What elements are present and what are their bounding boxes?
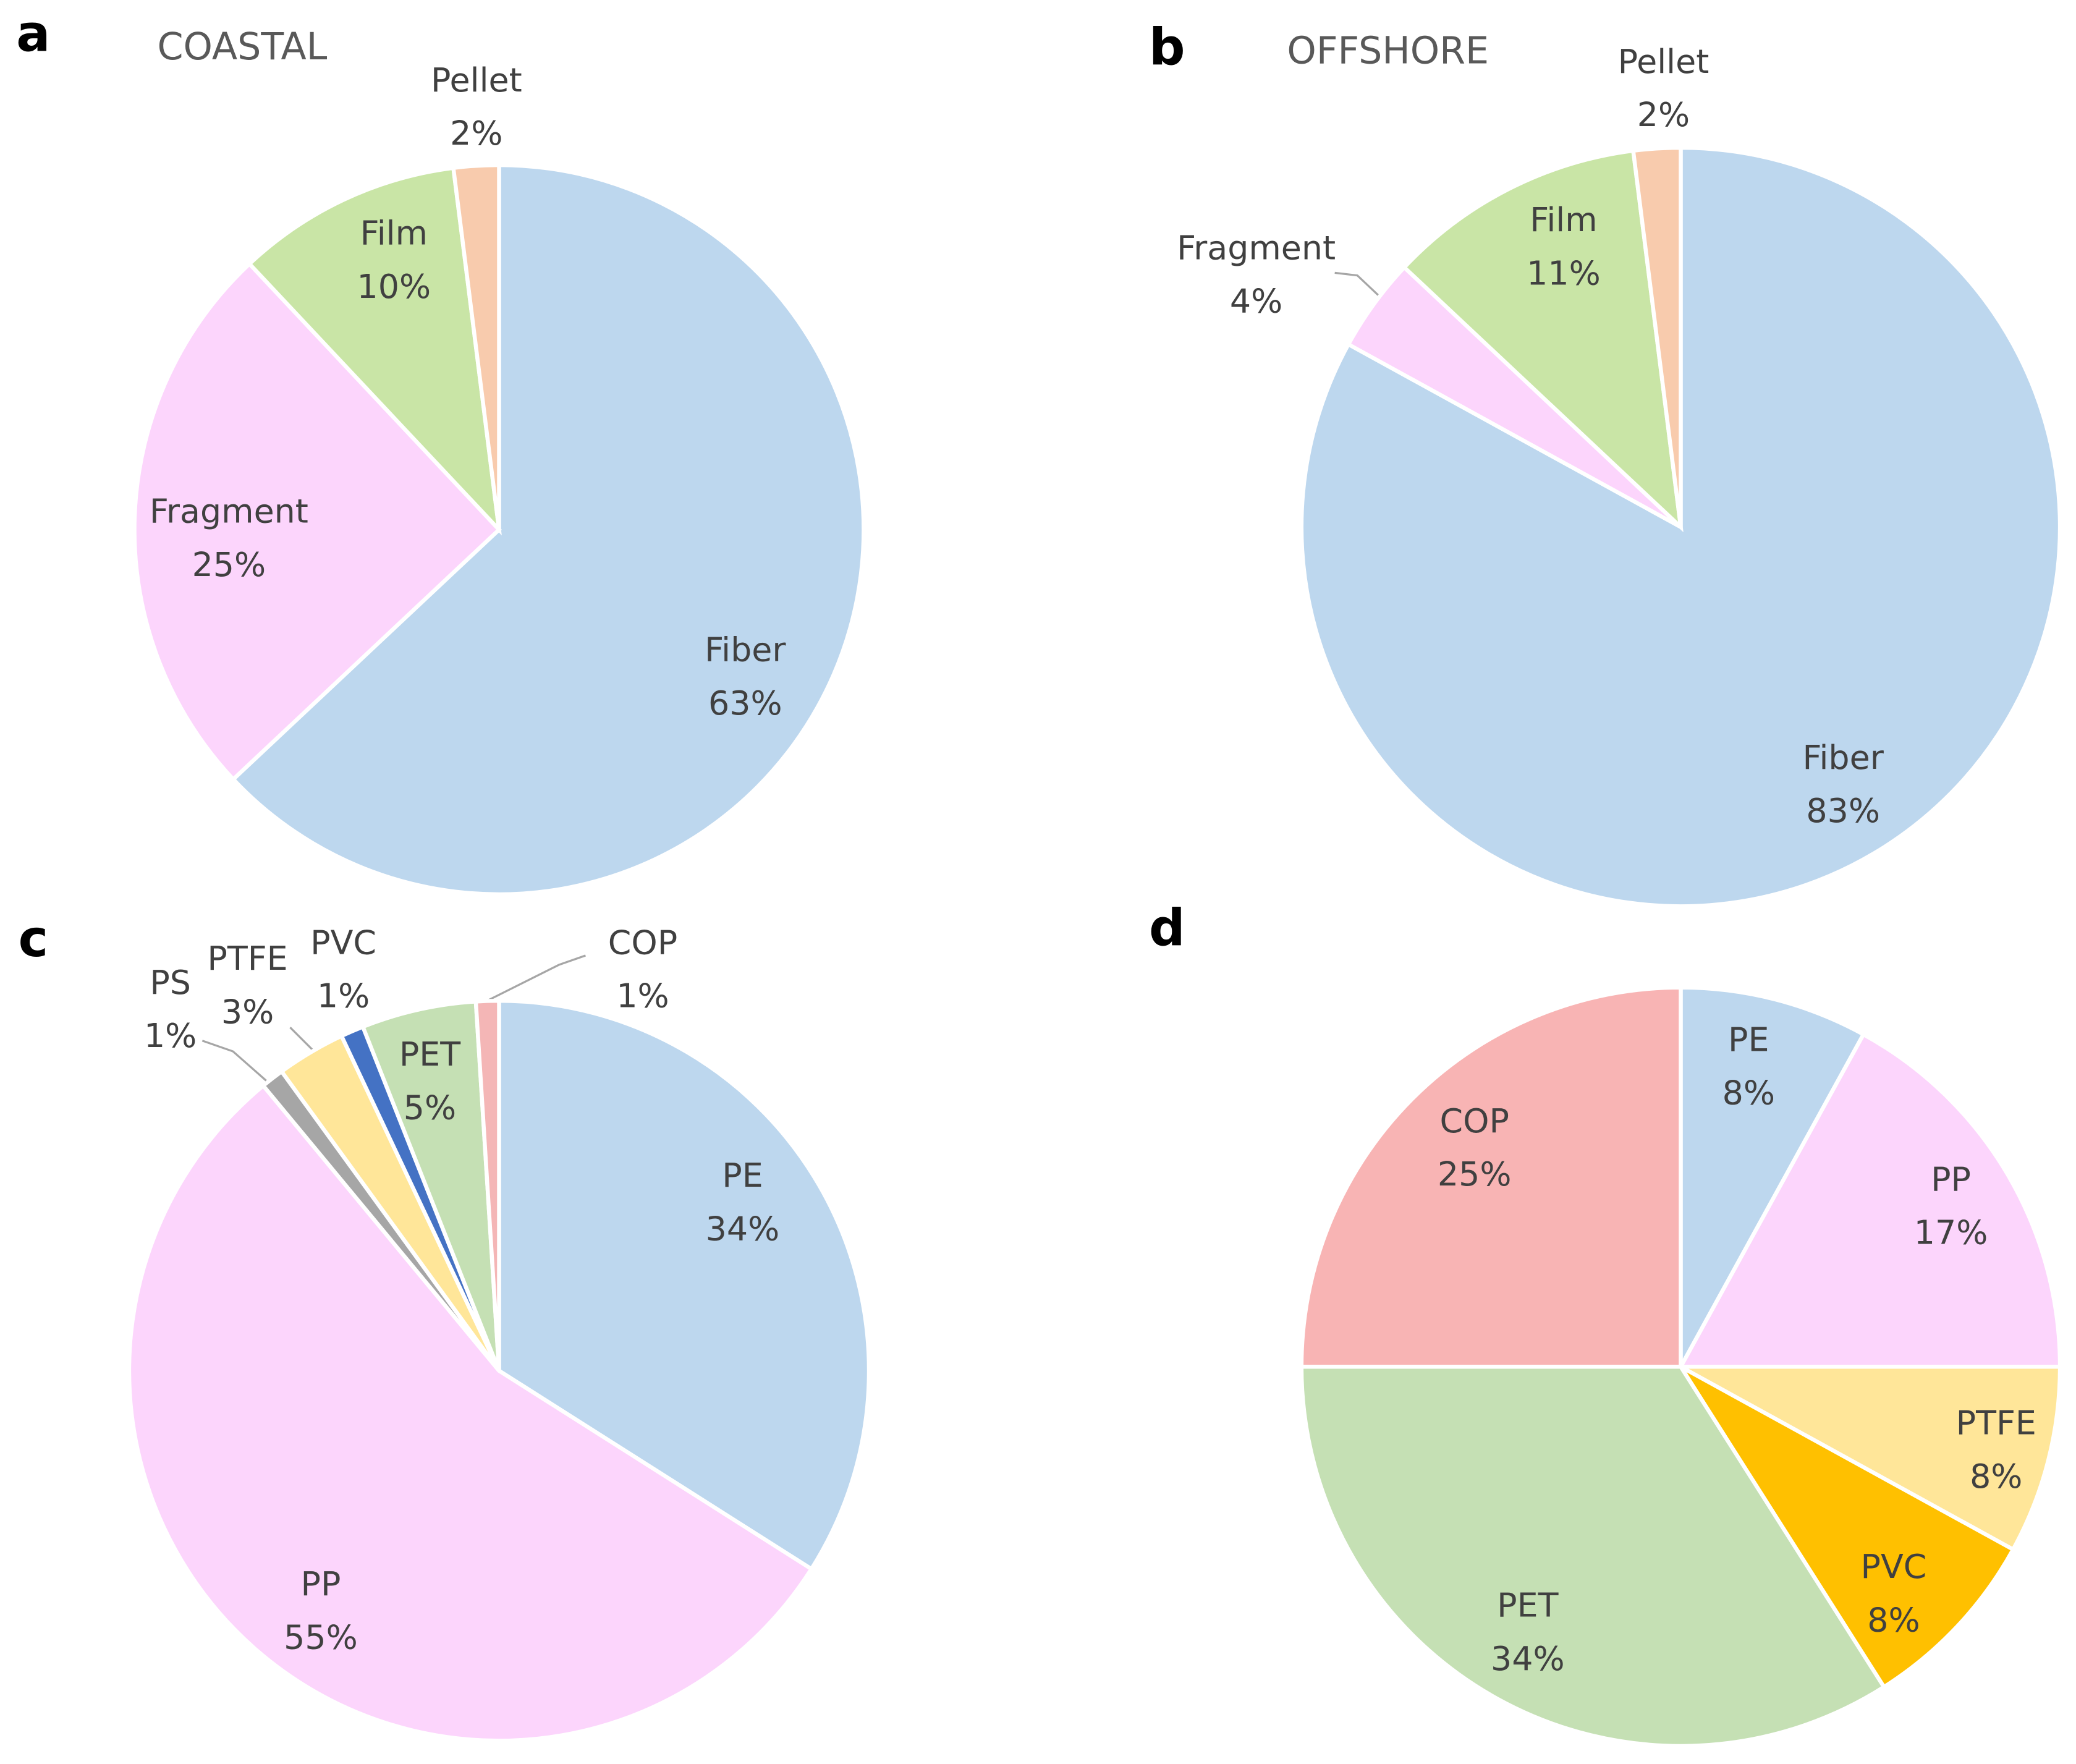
slice-label: PTFE [1956,1404,2036,1443]
slice-label: Fragment [150,492,308,531]
value-label: 83% [1806,791,1880,830]
slice-label: COP [1440,1101,1509,1140]
slice-label: PP [300,1564,341,1603]
pie-slice [451,163,501,530]
pie-slice [360,999,501,1372]
slice-label: Pellet [1618,42,1710,81]
pie-slice [497,998,871,1572]
leader-line [486,954,586,1002]
value-label: 8% [1867,1600,1920,1639]
value-label: 8% [1970,1457,2022,1496]
value-label: 55% [284,1618,358,1656]
pie-slice [247,166,502,536]
panel-letter: a [16,5,50,64]
value-label: 63% [708,684,782,723]
slice-label: PVC [1861,1547,1927,1586]
pie-slice [1679,1365,2016,1690]
pie-slice [1679,1365,2062,1553]
value-label: 1% [317,977,370,1016]
chart-title: COASTAL [157,25,327,69]
pie-slice [1299,985,1683,1369]
value-label: 11% [1527,253,1601,292]
pie-slice [1630,145,1683,528]
slice-label: Fiber [1802,738,1884,777]
pie-slice [473,998,501,1371]
slice-label: PET [399,1035,461,1074]
value-label: 2% [1637,95,1690,134]
slice-label: PE [722,1156,763,1195]
value-label: 5% [404,1088,456,1127]
slice-label: Film [1530,200,1597,239]
value-label: 17% [1914,1213,1988,1252]
pie-slice [1401,148,1684,533]
pie-slice [1299,1365,1887,1749]
slice-label: PP [1931,1160,1971,1199]
value-label: 4% [1230,282,1282,321]
slice-label: PVC [310,923,376,962]
value-label: 25% [192,545,266,584]
slice-label: PTFE [207,939,287,978]
pie-slice [1677,1032,2062,1369]
slice-label: PE [1728,1020,1769,1059]
leader-line [201,1040,267,1082]
leader-line [289,1027,315,1053]
value-label: 1% [616,977,669,1016]
value-label: 34% [706,1209,780,1248]
value-label: 8% [1722,1074,1775,1113]
panel-letter: d [1149,899,1185,958]
pie-slice [132,261,502,782]
value-label: 3% [221,992,274,1031]
chart-title: OFFSHORE [1287,30,1489,73]
value-label: 2% [450,114,502,153]
value-label: 1% [144,1016,197,1055]
slice-label: Pellet [431,61,522,100]
value-label: 34% [1491,1639,1565,1678]
pie-slice [230,163,866,897]
panel-letter: c [19,910,48,969]
slice-label: Film [360,214,428,253]
panel-letter: b [1149,18,1185,77]
pie-slice [1679,985,1866,1368]
slice-label: PS [150,963,191,1002]
leader-line [1334,271,1383,299]
slice-label: Fragment [1177,228,1336,267]
value-label: 10% [357,267,431,306]
pie-slice [127,1082,815,1743]
value-label: 25% [1438,1155,1512,1194]
slice-label: PET [1497,1586,1559,1625]
slice-label: COP [608,923,677,962]
slice-label: Fiber [705,630,786,669]
